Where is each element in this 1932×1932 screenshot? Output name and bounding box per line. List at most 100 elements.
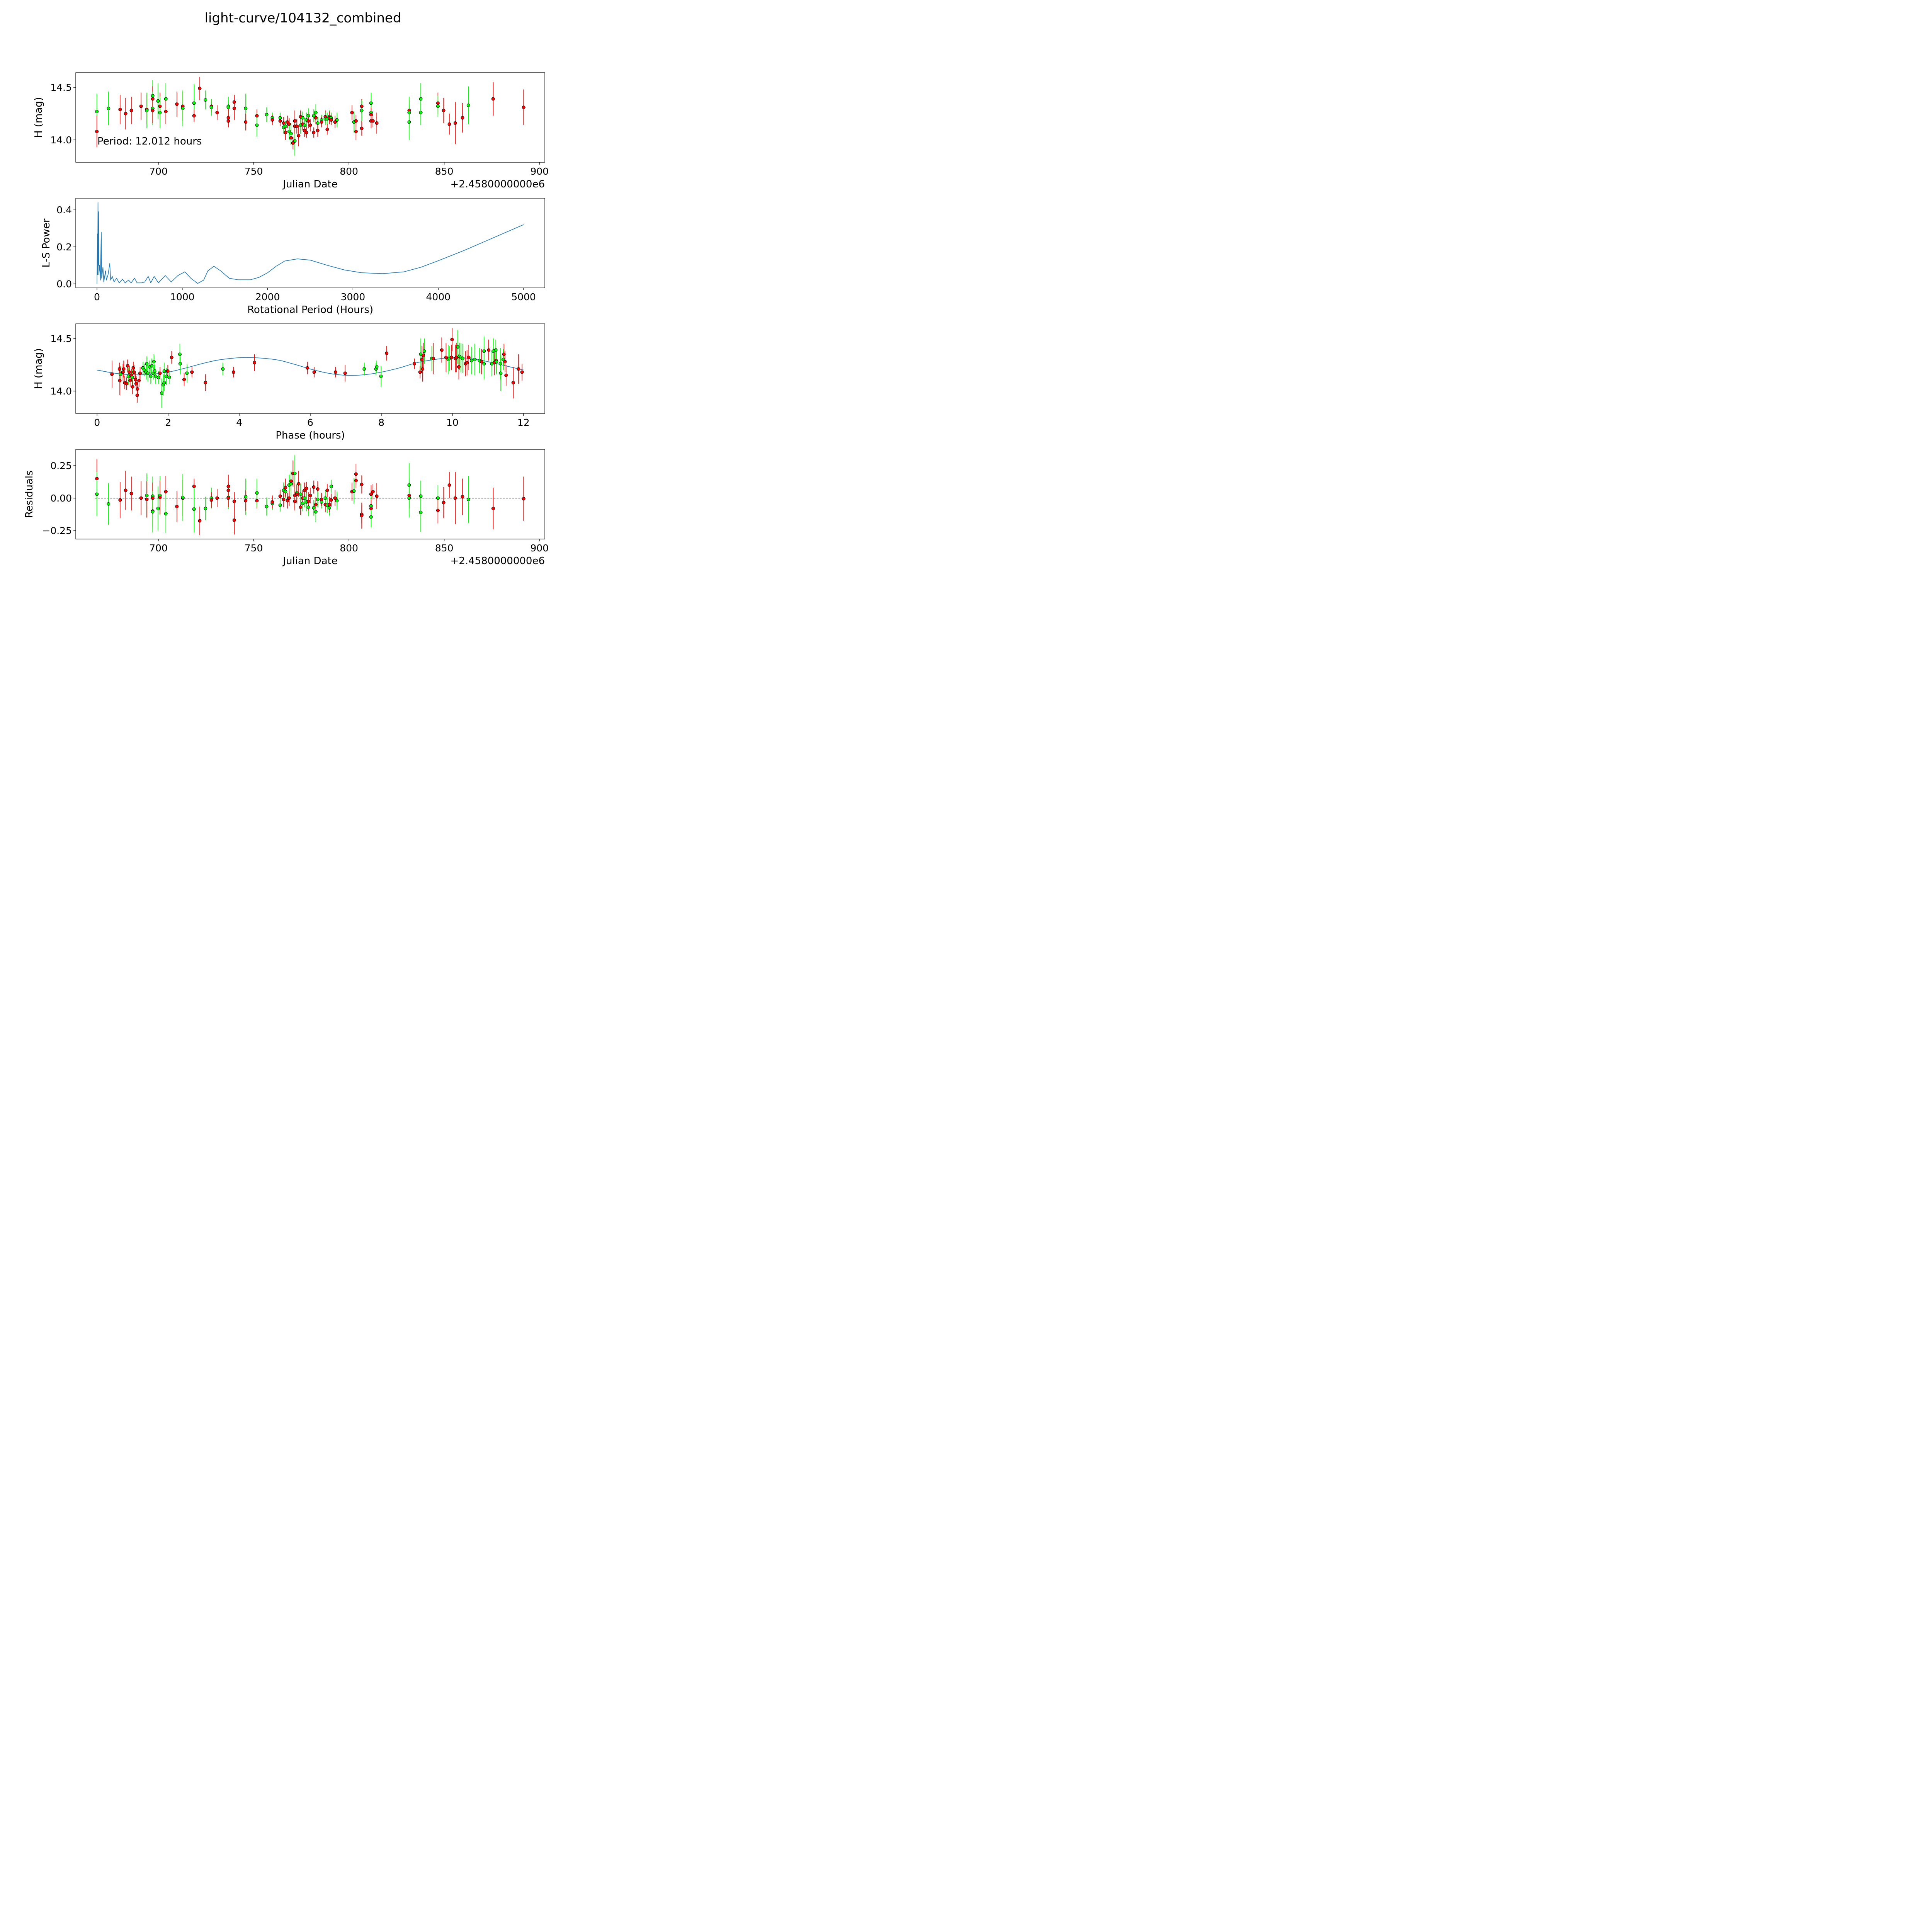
data-point-red <box>198 87 202 90</box>
data-point-red <box>139 104 143 108</box>
data-point-red <box>151 97 155 101</box>
data-point-green <box>160 391 164 395</box>
phase-panel: 0 2 4 6 8 10 12 14.0 14.5 <box>50 323 545 428</box>
data-point-red <box>209 498 213 502</box>
y-tick-label: 0.4 <box>56 204 72 216</box>
data-point-red <box>327 503 331 507</box>
data-point-red <box>447 122 451 126</box>
data-point-red <box>369 492 373 496</box>
data-point-red <box>303 129 306 133</box>
data-point-green <box>149 374 153 378</box>
data-point-red <box>308 493 312 497</box>
data-point-red <box>360 126 364 130</box>
data-point-red <box>444 355 448 359</box>
data-point-red <box>175 505 179 509</box>
axes-frame <box>75 449 545 539</box>
data-point-red <box>454 355 458 359</box>
data-point-green <box>407 111 411 114</box>
data-point-green <box>466 497 470 501</box>
x-tick-label: 4 <box>236 417 242 428</box>
y-tick-label: 0.25 <box>50 460 72 471</box>
residuals-panel: 700 750 800 850 900 0.25 0.00 −0.25 <box>42 449 549 554</box>
data-point-green <box>301 116 304 120</box>
data-point-red <box>124 112 128 116</box>
data-point-red <box>289 136 293 140</box>
data-point-red <box>308 123 312 127</box>
data-point-green <box>482 362 486 366</box>
data-point-green <box>164 512 168 515</box>
x-tick-label: 8 <box>378 417 384 428</box>
data-point-green <box>204 98 207 102</box>
data-point-green <box>470 359 474 362</box>
y-tick-label: 14.5 <box>50 82 72 93</box>
data-point-green <box>312 506 316 510</box>
data-point-green <box>209 105 213 109</box>
p0-ylabel: H (mag) <box>33 97 44 138</box>
data-point-red <box>333 370 337 374</box>
data-point-green <box>303 496 306 500</box>
data-point-red <box>158 104 162 108</box>
data-point-green <box>265 505 269 509</box>
data-point-green <box>301 502 304 505</box>
data-point-green <box>499 371 503 375</box>
x-tick-label: 700 <box>149 543 168 554</box>
data-point-red <box>316 129 320 133</box>
ls-power-line <box>97 202 524 284</box>
data-point-green <box>146 371 150 375</box>
x-tick-label: 0 <box>94 291 100 303</box>
data-point-red <box>504 373 508 377</box>
data-point-green <box>436 104 440 108</box>
data-point-red <box>132 370 136 374</box>
figure: light-curve/104132_combined 700 750 800 850… <box>0 0 603 603</box>
data-point-red <box>226 116 230 120</box>
data-point-red <box>291 141 295 145</box>
data-point-red <box>306 499 310 503</box>
data-point-red <box>284 131 287 134</box>
data-point-red <box>131 366 135 370</box>
data-point-red <box>312 485 316 489</box>
data-point-red <box>122 367 126 371</box>
data-point-red <box>270 500 274 504</box>
y-tick-label: −0.25 <box>42 525 72 536</box>
data-point-green <box>407 120 411 124</box>
data-point-red <box>226 119 230 123</box>
data-point-red <box>134 382 138 386</box>
data-point-red <box>131 385 134 389</box>
data-point-red <box>192 485 196 488</box>
data-point-red <box>270 118 274 122</box>
data-point-red <box>128 379 132 383</box>
data-point-green <box>419 111 423 114</box>
data-point-green <box>95 110 99 114</box>
data-point-green <box>151 510 155 514</box>
data-point-red <box>385 351 389 355</box>
data-point-red <box>138 371 142 375</box>
periodogram-panel: 0 1000 2000 3000 4000 5000 0.0 0.2 0.4 <box>56 198 545 303</box>
x-tick-label: 850 <box>435 543 454 554</box>
axes-frame <box>75 323 545 414</box>
data-point-red <box>306 119 310 123</box>
data-point-green <box>419 510 423 514</box>
x-tick-label: 10 <box>446 417 459 428</box>
data-point-red <box>253 361 257 365</box>
data-point-red <box>145 497 149 501</box>
data-point-red <box>511 381 515 384</box>
data-point-green <box>419 494 423 498</box>
data-point-red <box>190 370 194 374</box>
data-point-red <box>360 483 364 486</box>
x-tick-label: 800 <box>340 543 358 554</box>
data-point-green <box>314 510 318 514</box>
data-point-red <box>293 119 297 123</box>
data-point-green <box>151 94 155 98</box>
data-point-red <box>118 107 122 111</box>
data-point-green <box>255 491 259 495</box>
data-point-red <box>465 361 469 365</box>
data-point-red <box>125 382 129 386</box>
period-annotation: Period: 12.012 hours <box>97 136 202 147</box>
data-point-red <box>126 364 129 368</box>
data-point-green <box>192 101 196 105</box>
data-point-red <box>431 357 435 361</box>
y-tick-label: 0.0 <box>56 278 72 289</box>
data-point-green <box>498 362 502 366</box>
x-tick-label: 700 <box>149 166 168 177</box>
data-point-green <box>162 381 166 384</box>
